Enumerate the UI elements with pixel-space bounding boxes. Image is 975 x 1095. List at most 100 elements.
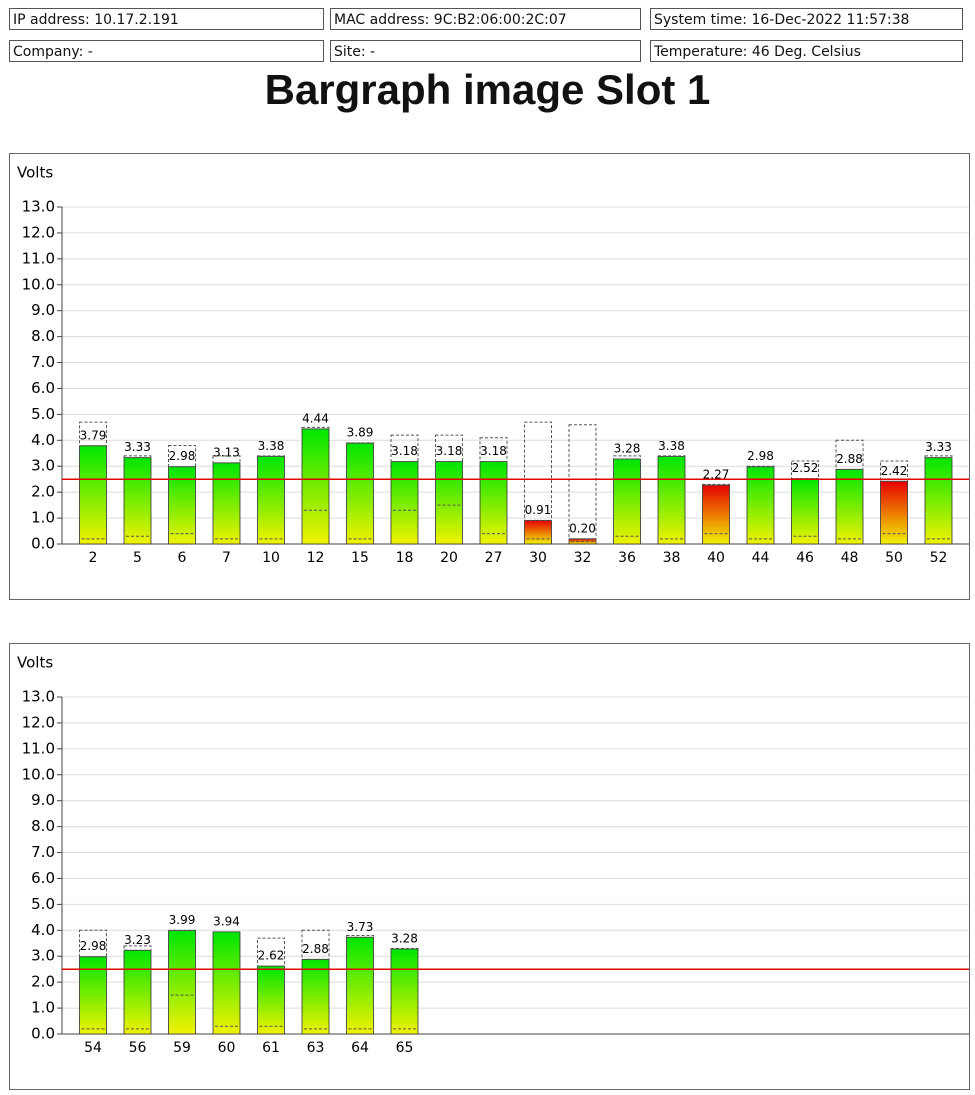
value-label: 3.13 — [213, 445, 240, 459]
x-tick-label: 59 — [173, 1040, 191, 1056]
x-tick-label: 36 — [618, 550, 636, 566]
max-box — [346, 934, 374, 938]
value-label: 3.89 — [347, 426, 374, 440]
bar — [79, 956, 107, 1035]
value-label: 3.18 — [436, 444, 463, 458]
x-tick-label: 65 — [396, 1040, 414, 1056]
value-label: 2.98 — [169, 449, 196, 463]
y-tick-label: 2.0 — [31, 973, 55, 991]
site-field: Site: - — [330, 40, 641, 62]
max-box — [702, 483, 730, 486]
x-tick-label: 50 — [885, 550, 903, 566]
bar — [746, 466, 775, 545]
x-tick-label: 48 — [841, 550, 859, 566]
y-tick-label: 8.0 — [31, 327, 55, 345]
y-tick-label: 8.0 — [31, 817, 55, 835]
x-tick-label: 46 — [796, 550, 814, 566]
bar — [791, 478, 819, 545]
y-tick-label: 4.0 — [31, 431, 55, 449]
y-tick-label: 6.0 — [31, 379, 55, 397]
chart: Volts 0.0 1.0 2.0 3.0 4.0 5.0 6.0 7.0 8.0 9.0 10.0 1… — [9, 643, 970, 1090]
bar — [212, 931, 241, 1035]
max-box — [791, 460, 819, 480]
y-axis-label: Volts — [17, 164, 53, 182]
max-box — [568, 424, 597, 540]
value-label: 3.33 — [124, 440, 151, 454]
bar — [479, 461, 508, 545]
y-tick-label: 5.0 — [31, 405, 55, 423]
value-label: 4.44 — [302, 411, 329, 425]
bar — [346, 442, 374, 545]
max-box — [123, 945, 152, 951]
value-label: 3.23 — [124, 933, 151, 947]
temperature-field: Temperature: 46 Deg. Celsius — [650, 40, 963, 62]
bar — [657, 455, 686, 545]
y-tick-label: 3.0 — [31, 947, 55, 965]
x-tick-label: 32 — [574, 550, 592, 566]
bar — [257, 965, 285, 1035]
bar — [524, 520, 552, 545]
y-tick-label: 7.0 — [31, 843, 55, 861]
x-tick-label: 56 — [129, 1040, 147, 1056]
chart-frame — [9, 643, 970, 1090]
value-label: 3.79 — [80, 428, 107, 442]
y-tick-label: 10.0 — [22, 275, 55, 293]
bar — [346, 936, 374, 1035]
max-box — [835, 439, 864, 470]
y-tick-label: 9.0 — [31, 791, 55, 809]
bar — [702, 484, 730, 545]
bar — [301, 958, 330, 1035]
value-label: 2.98 — [747, 449, 774, 463]
bar — [301, 428, 330, 545]
max-box — [257, 455, 285, 457]
value-label: 3.33 — [925, 440, 952, 454]
value-label: 2.98 — [80, 939, 107, 953]
bar — [257, 455, 285, 545]
x-tick-label: 12 — [307, 550, 325, 566]
bar — [79, 445, 107, 545]
max-box — [390, 434, 419, 463]
bar — [613, 458, 641, 545]
time-field: System time: 16-Dec-2022 11:57:38 — [650, 8, 963, 30]
max-box — [168, 444, 196, 468]
bar — [123, 457, 152, 545]
max-box — [212, 455, 241, 464]
bar — [880, 480, 908, 545]
value-label: 2.27 — [703, 468, 730, 482]
y-tick-label: 5.0 — [31, 895, 55, 913]
bar — [212, 462, 241, 545]
x-tick-label: 61 — [262, 1040, 280, 1056]
bar — [435, 461, 463, 545]
x-tick-label: 7 — [222, 550, 231, 566]
x-tick-label: 5 — [133, 550, 142, 566]
bar — [168, 466, 196, 545]
value-label: 3.99 — [169, 913, 196, 927]
value-label: 0.20 — [569, 521, 596, 535]
x-tick-label: 40 — [707, 550, 725, 566]
max-box — [924, 455, 953, 459]
max-box — [79, 929, 107, 958]
y-tick-label: 4.0 — [31, 921, 55, 939]
x-tick-label: 2 — [89, 550, 98, 566]
max-box — [301, 426, 330, 430]
value-label: 2.42 — [881, 464, 908, 478]
value-label: 3.18 — [391, 444, 418, 458]
bar — [123, 949, 152, 1035]
value-label: 3.28 — [391, 931, 418, 945]
max-box — [301, 929, 330, 960]
y-tick-label: 11.0 — [22, 249, 55, 267]
value-label: 2.88 — [302, 942, 329, 956]
x-tick-label: 20 — [440, 550, 458, 566]
y-tick-label: 3.0 — [31, 457, 55, 475]
y-tick-label: 0.0 — [31, 1025, 55, 1043]
value-label: 2.62 — [258, 949, 285, 963]
company-field: Company: - — [9, 40, 324, 62]
ip-field: IP address: 10.17.2.191 — [9, 8, 324, 30]
bar — [390, 461, 419, 545]
bar — [835, 468, 864, 545]
mac-field: MAC address: 9C:B2:06:00:2C:07 — [330, 8, 641, 30]
max-box — [524, 421, 552, 521]
max-box — [390, 947, 419, 950]
y-tick-label: 12.0 — [22, 713, 55, 731]
